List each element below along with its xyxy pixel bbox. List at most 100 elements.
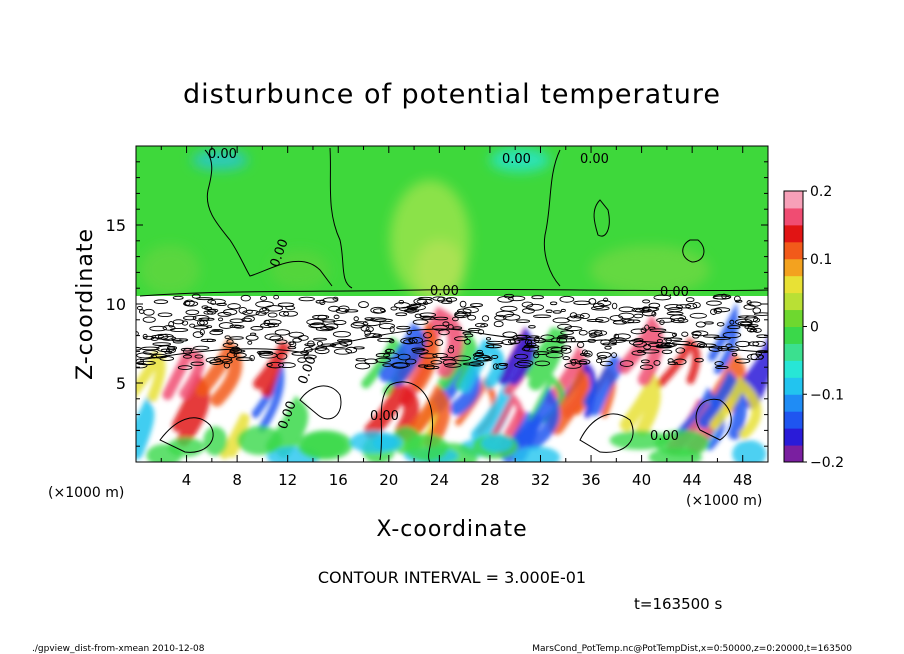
contour-line xyxy=(682,239,705,263)
chart-title: disturbunce of potential temperature xyxy=(183,79,721,110)
band-contour-fragment xyxy=(618,312,635,320)
band-contour-fragment xyxy=(752,327,762,333)
band-contour-fragment xyxy=(350,322,365,329)
band-contour-fragment xyxy=(493,320,504,328)
band-contour-fragment xyxy=(453,355,471,362)
band-contour-fragment xyxy=(142,350,159,355)
contour-line xyxy=(159,417,214,453)
band-contour-fragment xyxy=(737,320,753,327)
band-contour-fragment xyxy=(597,355,608,360)
band-contour-fragment xyxy=(618,306,635,313)
x-tick-label: 20 xyxy=(379,471,398,489)
field-patch xyxy=(609,430,670,450)
band-contour-fragment xyxy=(312,337,328,341)
band-contour-fragment xyxy=(583,350,593,358)
colorbar-segment xyxy=(784,309,803,327)
band-contour-fragment xyxy=(589,332,603,337)
band-contour-fragment xyxy=(442,321,450,327)
band-contour-fragment xyxy=(557,335,569,339)
band-contour-fragment xyxy=(485,344,502,349)
band-contour-fragment xyxy=(213,355,232,363)
band-contour-fragment xyxy=(166,346,178,350)
band-contour-fragment xyxy=(569,358,579,364)
band-contour-fragment xyxy=(721,293,727,299)
band-contour-fragment xyxy=(180,347,194,352)
band-contour-fragment xyxy=(269,335,284,342)
z-tick-label: 5 xyxy=(116,374,126,393)
band-contour-fragment xyxy=(152,342,172,346)
band-contour-fragment xyxy=(596,351,612,359)
band-contour-fragment xyxy=(136,362,148,369)
field-plume xyxy=(709,376,762,440)
band-contour-fragment xyxy=(277,302,295,307)
field-plume xyxy=(251,359,285,433)
band-contour-fragment xyxy=(722,331,742,339)
band-contour-fragment xyxy=(333,314,340,320)
band-contour-fragment xyxy=(713,308,723,314)
band-contour-fragment xyxy=(375,353,391,358)
field-patch xyxy=(237,425,282,455)
band-contour-fragment xyxy=(312,314,330,320)
x-tick-label: 36 xyxy=(581,471,600,489)
band-contour-fragment xyxy=(256,350,273,355)
colorbar-segment xyxy=(784,191,803,209)
band-contour-fragment xyxy=(185,309,200,316)
band-contour-fragment xyxy=(227,303,241,310)
band-contour-fragment xyxy=(315,326,334,332)
band-contour-fragment xyxy=(497,296,514,303)
band-contour-fragment xyxy=(601,342,617,346)
band-contour-fragment xyxy=(149,325,167,332)
band-contour-fragment xyxy=(229,318,245,324)
band-contour-fragment xyxy=(639,364,654,370)
band-contour-fragment xyxy=(521,301,534,308)
contour-line xyxy=(695,398,732,441)
band-contour-fragment xyxy=(462,306,479,314)
band-contour-fragment xyxy=(423,332,432,339)
band-contour-fragment xyxy=(685,297,695,303)
band-contour-fragment xyxy=(324,323,339,330)
band-contour-fragment xyxy=(222,308,238,316)
band-contour-fragment xyxy=(403,309,420,313)
colorbar-tick-label: −0.1 xyxy=(810,387,844,403)
x-unit-label-right: (×1000 m) xyxy=(686,493,762,509)
band-contour-fragment xyxy=(464,333,474,338)
band-contour-fragment xyxy=(298,296,315,302)
contour-value-label: 0.00 xyxy=(580,152,609,167)
band-contour-fragment xyxy=(283,310,298,317)
band-contour-fragment xyxy=(521,308,535,314)
band-contour-fragment xyxy=(322,319,336,323)
band-contour-fragment xyxy=(358,301,369,309)
band-contour-fragment xyxy=(663,337,683,341)
band-contour-fragment xyxy=(552,310,562,314)
band-contour-fragment xyxy=(477,329,485,335)
field-patch xyxy=(300,432,348,458)
colorbar-segment xyxy=(784,394,803,412)
band-contour-fragment xyxy=(332,330,351,338)
band-contour-fragment xyxy=(549,301,558,306)
band-contour-fragment xyxy=(495,362,508,370)
band-contour-fragment xyxy=(514,361,532,369)
band-contour-fragment xyxy=(442,359,457,366)
contour-line xyxy=(579,413,634,453)
y-axis-label: Z-coordinate xyxy=(73,228,98,380)
band-contour-fragment xyxy=(644,324,650,331)
band-contour-fragment xyxy=(418,364,429,368)
band-contour-fragment xyxy=(303,354,317,360)
band-contour-fragment xyxy=(372,333,383,338)
band-contour-fragment xyxy=(692,302,701,309)
band-contour-fragment xyxy=(389,326,395,333)
band-contour-fragment xyxy=(332,296,339,301)
band-contour-fragment xyxy=(454,311,466,318)
colorbar-segment xyxy=(784,428,803,446)
band-contour-fragment xyxy=(528,325,536,329)
band-contour-fragment xyxy=(734,358,751,364)
band-contour-fragment xyxy=(210,299,217,305)
x-tick-label: 8 xyxy=(232,471,242,489)
band-contour-fragment xyxy=(689,312,707,319)
band-contour-fragment xyxy=(524,345,540,349)
band-contour-fragment xyxy=(390,306,398,311)
middle-band-texture xyxy=(136,293,768,370)
field-plume xyxy=(401,383,451,450)
band-contour-fragment xyxy=(201,305,209,309)
